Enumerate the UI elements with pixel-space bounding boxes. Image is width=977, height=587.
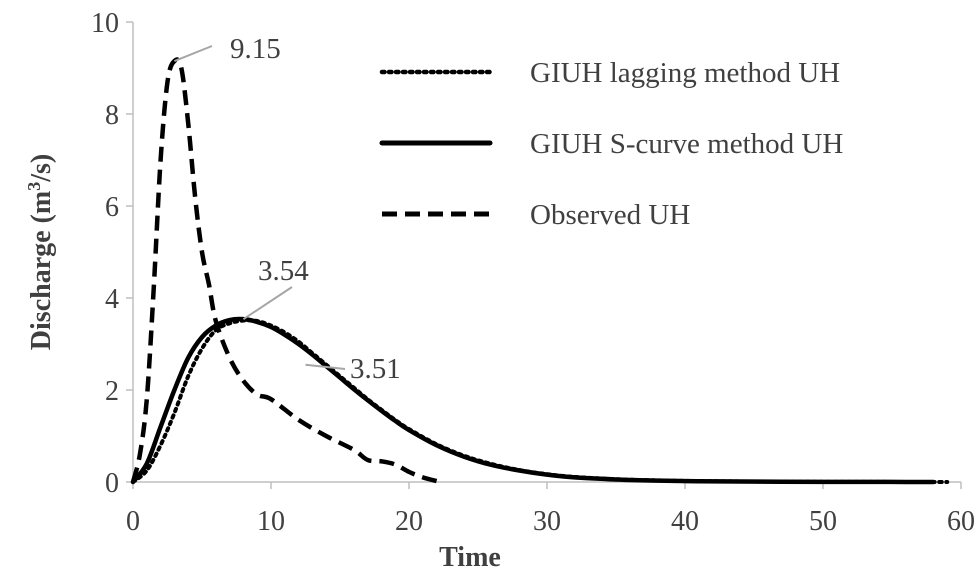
y-tick-label: 4 [105,284,119,315]
x-ticks: 0 10 20 30 40 50 60 [126,482,975,537]
y-axis-title-main: Discharge (m [26,191,57,350]
annotation-leader-line [242,286,293,320]
legend-label-giuh-lagging-method-uh: GIUH lagging method UH [530,57,840,89]
y-tick-label: 6 [105,192,119,223]
series-line-observed-uh [130,57,438,484]
y-tick-label: 8 [105,100,119,131]
x-axis-title: Time [439,542,501,573]
x-tick-label: 0 [126,506,140,537]
series-line-giuh-lagging-method-uh [131,318,950,484]
legend-label-observed-uh: Observed UH [530,199,690,231]
legend: GIUH lagging method UH GIUH S-curve metho… [379,57,843,231]
x-tick-label: 20 [395,506,423,537]
y-axis-title: Discharge (m3/s) [24,154,57,350]
y-tick-label: 0 [105,468,119,499]
annotation-leader-line [305,363,346,370]
annotation-label: 3.54 [258,255,309,287]
y-tick-label: 2 [105,376,119,407]
series-line-giuh-s-curve-method-uh [130,316,936,485]
y-axis-title-tail: /s) [26,154,57,183]
x-tick-label: 30 [533,506,561,537]
annotation-leader-line [174,45,213,63]
y-axis-title-sup: 3 [24,182,44,191]
x-tick-label: 50 [809,506,837,537]
series-group [130,57,950,485]
x-tick-label: 60 [947,506,975,537]
y-tick-label: 10 [91,8,119,39]
annotation-label: 3.51 [350,353,401,385]
x-tick-label: 10 [257,506,285,537]
annotations: 9.15 3.54 3.51 [174,33,401,385]
annotation-label: 9.15 [230,33,281,65]
x-tick-label: 40 [671,506,699,537]
legend-label-giuh-s-curve-method-uh: GIUH S-curve method UH [530,128,843,160]
axes [132,22,961,483]
y-ticks: 0 2 4 6 8 10 [91,8,133,499]
